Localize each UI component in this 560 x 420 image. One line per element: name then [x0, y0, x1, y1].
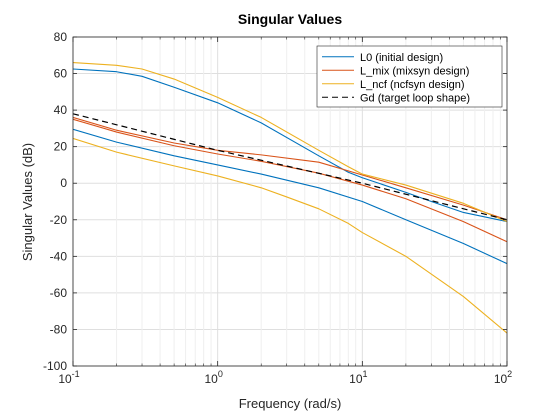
legend-label-4: Gd (target loop shape)	[360, 92, 470, 104]
y-tick-label: 0	[60, 176, 67, 190]
y-tick-label: 80	[54, 30, 68, 44]
y-axis-label: Singular Values (dB)	[20, 143, 35, 261]
series-line-2	[73, 128, 507, 265]
x-tick-label-base: 10	[349, 372, 363, 386]
x-tick-label-exponent: -1	[72, 369, 80, 379]
x-tick-label-base: 10	[204, 372, 218, 386]
series-line-7	[73, 113, 507, 221]
y-tick-label: -80	[50, 322, 68, 336]
series-line-3	[73, 116, 507, 221]
x-tick-label-exponent: 2	[507, 369, 512, 379]
x-tick-label-base: 10	[494, 372, 508, 386]
x-tick-label-base: 10	[58, 372, 72, 386]
x-axis-label: Frequency (rad/s)	[239, 396, 342, 411]
x-tick-label: 102	[494, 369, 512, 386]
legend: L0 (initial design)L_mix (mixsyn design)…	[316, 45, 503, 108]
x-tick-label: 101	[349, 369, 367, 386]
chart-title: Singular Values	[238, 11, 342, 27]
legend-label-1: L0 (initial design)	[360, 52, 443, 64]
series-line-6	[73, 137, 507, 334]
y-tick-label: 60	[54, 67, 68, 81]
series-line-1	[73, 68, 507, 223]
x-tick-label-exponent: 1	[363, 369, 368, 379]
y-tick-label: 40	[54, 103, 68, 117]
y-tick-label: -40	[50, 249, 68, 263]
series-group	[73, 62, 507, 334]
y-tick-label: -100	[43, 359, 67, 373]
y-tick-label: 20	[54, 140, 68, 154]
x-tick-label: 100	[204, 369, 222, 386]
x-tick-label: 10-1	[58, 369, 79, 386]
series-line-5	[73, 62, 507, 223]
y-tick-label: -20	[50, 213, 68, 227]
x-tick-label-exponent: 0	[218, 369, 223, 379]
axes-box	[72, 36, 508, 367]
legend-label-2: L_mix (mixsyn design)	[360, 65, 469, 77]
legend-label-3: L_ncf (ncfsyn design)	[360, 79, 465, 91]
y-tick-label: -60	[50, 286, 68, 300]
